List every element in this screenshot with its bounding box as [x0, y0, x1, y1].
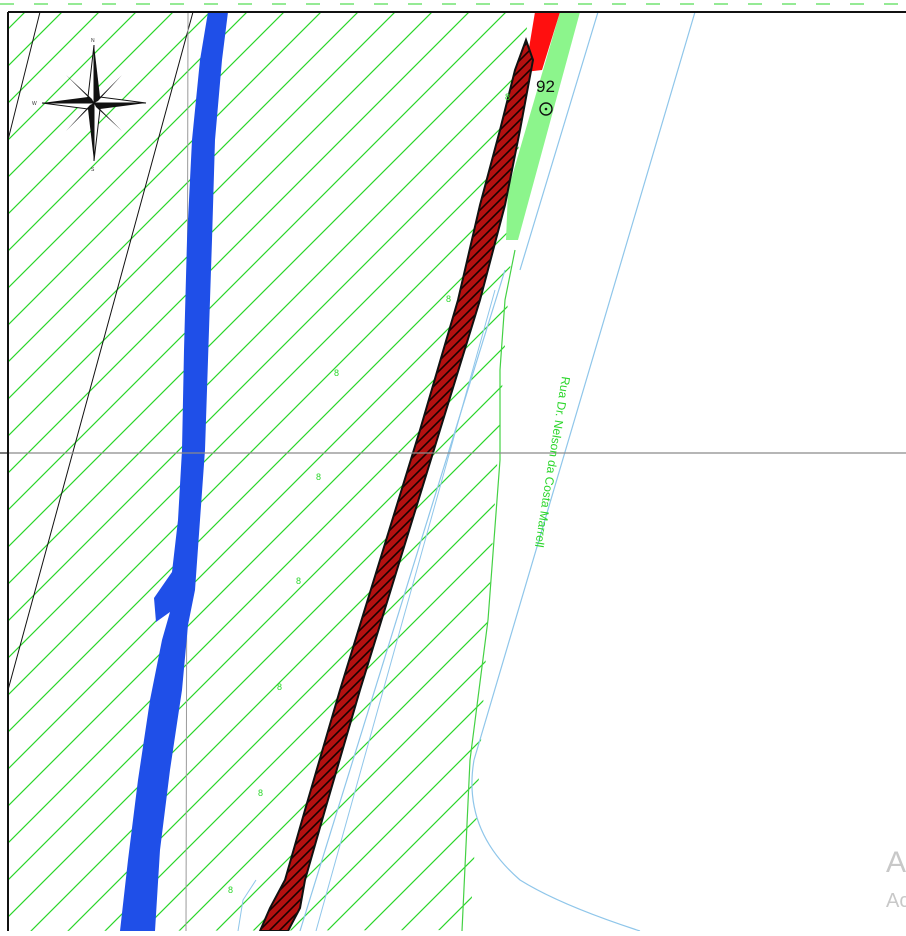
road-edge-4 — [315, 289, 496, 931]
activation-watermark-sub: Ac — [886, 890, 906, 912]
contour-label: 8 — [277, 682, 282, 692]
contour-label: 8 — [258, 788, 263, 798]
contour-label: 8 — [296, 576, 301, 586]
compass-west-label: W — [32, 101, 37, 107]
street-label: Rua Dr. Nelson da Costa Marrell — [532, 376, 573, 549]
red-strip — [525, 12, 560, 72]
compass-rose-icon: N S W — [32, 38, 147, 173]
compass-north-label: N — [91, 38, 95, 44]
hatched-zone — [8, 12, 528, 931]
compass-south-label: S — [91, 167, 95, 173]
activation-watermark: A — [886, 846, 906, 879]
property-line-1 — [8, 12, 41, 141]
road-edge-3 — [299, 269, 506, 931]
point-label: 92 — [536, 77, 555, 96]
survey-point-center — [544, 107, 548, 111]
road-edge-2 — [473, 12, 696, 761]
property-line-2 — [8, 12, 194, 691]
contour-label: 8 — [505, 92, 510, 102]
contour-label: 8 — [228, 885, 233, 895]
contour-label: 8 — [316, 472, 321, 482]
survey-point-icon[interactable] — [539, 102, 553, 116]
road-curve — [471, 759, 641, 931]
contour-label: 8 — [334, 368, 339, 378]
river-channel — [120, 12, 228, 931]
contour-label: 8 — [446, 294, 451, 304]
green-strip — [506, 12, 580, 240]
drainage-channel — [258, 37, 535, 931]
map-top-margin — [0, 0, 906, 12]
road-edge-1 — [519, 12, 599, 271]
zone-boundary — [461, 249, 516, 931]
road-edge-5 — [237, 879, 257, 931]
